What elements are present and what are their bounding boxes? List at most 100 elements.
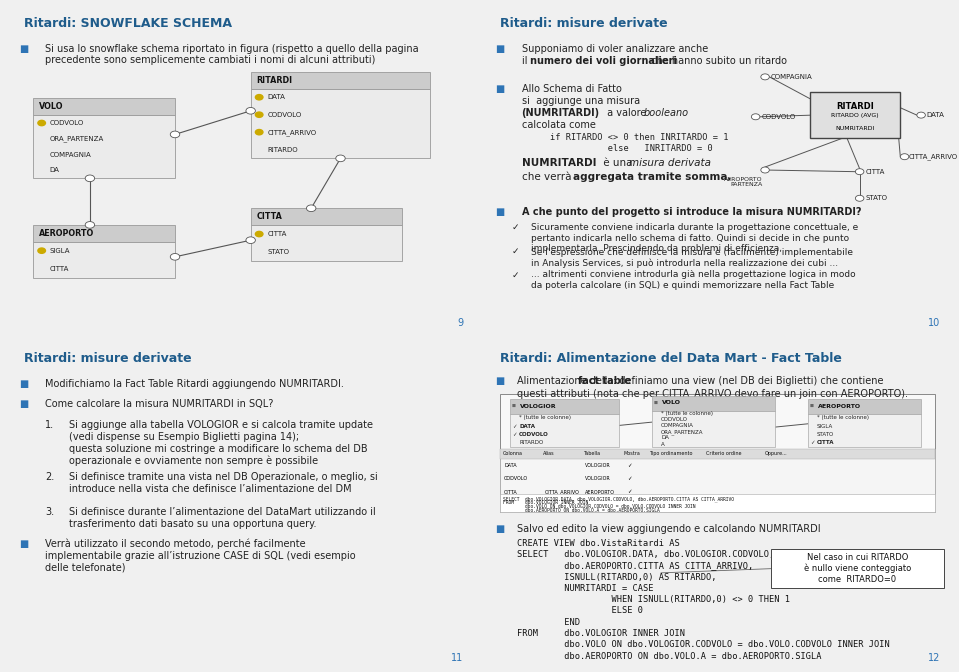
Text: if RITARDO <> 0 then INRITARDO = 1: if RITARDO <> 0 then INRITARDO = 1 xyxy=(528,133,728,142)
Text: dbo.VOLO ON dbo.VOLOGIOR.CODVOLO = dbo.VOLO.CODVOLO INNER JOIN: dbo.VOLO ON dbo.VOLOGIOR.CODVOLO = dbo.V… xyxy=(503,504,695,509)
Circle shape xyxy=(85,222,95,228)
Text: 10: 10 xyxy=(927,318,940,328)
Text: RITARDI: RITARDI xyxy=(836,102,874,111)
Text: STATO: STATO xyxy=(865,196,887,202)
Text: RITARDO: RITARDO xyxy=(519,440,544,446)
Text: DATA: DATA xyxy=(519,424,535,429)
Text: Si usa lo snowflake schema riportato in figura (rispetto a quello della pagina
p: Si usa lo snowflake schema riportato in … xyxy=(45,44,419,65)
Text: Ritardi: misure derivate: Ritardi: misure derivate xyxy=(24,352,192,366)
FancyBboxPatch shape xyxy=(250,89,431,159)
Text: Supponiamo di voler analizzare anche: Supponiamo di voler analizzare anche xyxy=(522,44,708,54)
Text: COMPAGNIA: COMPAGNIA xyxy=(661,423,694,428)
Text: Allo Schema di Fatto: Allo Schema di Fatto xyxy=(522,83,621,93)
Text: fact table: fact table xyxy=(578,376,631,386)
Circle shape xyxy=(246,237,255,243)
Text: Verrà utilizzato il secondo metodo, perché facilmente
implementabile grazie all’: Verrà utilizzato il secondo metodo, perc… xyxy=(45,538,356,573)
Circle shape xyxy=(171,253,179,260)
Text: DATA: DATA xyxy=(268,94,285,100)
Text: Salvo ed edito la view aggiungendo e calcolando NUMRITARDI: Salvo ed edito la view aggiungendo e cal… xyxy=(517,523,821,534)
Text: ORA_PARTENZA: ORA_PARTENZA xyxy=(661,429,704,435)
Text: ■: ■ xyxy=(810,404,814,408)
Text: AEROPORTO
PARTENZA: AEROPORTO PARTENZA xyxy=(724,177,762,187)
Text: VOLOGIOR: VOLOGIOR xyxy=(585,476,611,481)
Text: CITTA: CITTA xyxy=(50,266,69,272)
Text: AEROPORTO: AEROPORTO xyxy=(818,404,861,409)
Text: ■: ■ xyxy=(19,44,28,54)
Text: END: END xyxy=(517,618,580,627)
Text: Alimentazione della: Alimentazione della xyxy=(517,376,617,386)
Text: DA: DA xyxy=(661,435,669,440)
Text: Si definisce tramite una vista nel DB Operazionale, o meglio, si
introduce nella: Si definisce tramite una vista nel DB Op… xyxy=(69,472,378,494)
Circle shape xyxy=(751,114,760,120)
Text: RITARDO (AVG): RITARDO (AVG) xyxy=(831,113,878,118)
Text: CITTA: CITTA xyxy=(865,169,885,175)
FancyBboxPatch shape xyxy=(501,449,935,512)
Circle shape xyxy=(255,112,263,118)
Text: che verrà: che verrà xyxy=(522,171,574,181)
Text: COMPAGNIA: COMPAGNIA xyxy=(50,152,91,158)
Text: Come calcolare la misura NUMRITARDI in SQL?: Come calcolare la misura NUMRITARDI in S… xyxy=(45,399,273,409)
Circle shape xyxy=(255,95,263,100)
Circle shape xyxy=(38,120,45,126)
Text: dbo.AEROPORTO ON dbo.VOLO.A = dbo.AEROPORTO.SIGLA: dbo.AEROPORTO ON dbo.VOLO.A = dbo.AEROPO… xyxy=(517,652,821,661)
Text: : definiamo una view (nel DB dei Biglietti) che contiene: : definiamo una view (nel DB dei Bigliet… xyxy=(613,376,883,386)
Text: aggregata tramite somma.: aggregata tramite somma. xyxy=(573,171,731,181)
Text: ■: ■ xyxy=(512,404,516,408)
Text: AEROPORTO: AEROPORTO xyxy=(38,228,94,238)
FancyBboxPatch shape xyxy=(807,399,921,414)
Text: SELECT   dbo.VOLOGIOR.DATA, dbo.VOLOGIOR.CODVOLO,: SELECT dbo.VOLOGIOR.DATA, dbo.VOLOGIOR.C… xyxy=(517,550,774,559)
Text: è una: è una xyxy=(599,159,636,169)
Text: FROM    dbo.VOLOGIOR INNER JOIN: FROM dbo.VOLOGIOR INNER JOIN xyxy=(503,501,588,505)
Text: (NUMRITARDI): (NUMRITARDI) xyxy=(522,108,599,118)
Text: dbo.AEROPORTO ON dbo.VOLO.A = dbo.AEROPORTO.SIGLA: dbo.AEROPORTO ON dbo.VOLO.A = dbo.AEROPO… xyxy=(503,508,660,513)
FancyBboxPatch shape xyxy=(250,225,402,261)
Text: DATA: DATA xyxy=(926,112,945,118)
FancyBboxPatch shape xyxy=(807,414,921,447)
Text: ELSE 0: ELSE 0 xyxy=(517,606,643,616)
Text: Si definisce durante l’alimentazione del DataMart utilizzando il
trasferimento d: Si definisce durante l’alimentazione del… xyxy=(69,507,375,529)
Text: RITARDI: RITARDI xyxy=(256,76,292,85)
Text: Mostra: Mostra xyxy=(623,452,640,456)
Text: CODVOLO: CODVOLO xyxy=(519,432,549,437)
Text: DATA: DATA xyxy=(504,463,517,468)
Circle shape xyxy=(855,169,864,175)
Text: ✓: ✓ xyxy=(512,247,520,256)
Text: Modifichiamo la Fact Table Ritardi aggiungendo NUMRITARDI.: Modifichiamo la Fact Table Ritardi aggiu… xyxy=(45,379,344,389)
Text: AEROPORTO: AEROPORTO xyxy=(585,489,616,495)
Text: CODVOLO: CODVOLO xyxy=(761,114,796,120)
Text: WHEN ISNULL(RITARDO,0) <> 0 THEN 1: WHEN ISNULL(RITARDO,0) <> 0 THEN 1 xyxy=(517,595,790,604)
Text: * (tutte le colonne): * (tutte le colonne) xyxy=(817,415,869,421)
FancyBboxPatch shape xyxy=(810,92,900,138)
Text: CITTA_ARRIVO: CITTA_ARRIVO xyxy=(908,153,957,160)
Text: 12: 12 xyxy=(927,653,940,663)
FancyBboxPatch shape xyxy=(34,99,175,115)
Text: CODVOLO: CODVOLO xyxy=(504,476,528,481)
Circle shape xyxy=(171,131,179,138)
Text: ■: ■ xyxy=(19,399,28,409)
FancyBboxPatch shape xyxy=(510,399,619,414)
Circle shape xyxy=(246,108,255,114)
Text: CITTA: CITTA xyxy=(256,212,282,221)
Text: misura derivata: misura derivata xyxy=(629,159,712,169)
Text: SIGLA: SIGLA xyxy=(50,248,70,253)
Text: booleano: booleano xyxy=(643,108,689,118)
Text: 11: 11 xyxy=(451,653,463,663)
Text: 9: 9 xyxy=(457,318,463,328)
Circle shape xyxy=(85,175,95,181)
Text: Si aggiunge alla tabella VOLOGIOR e si calcola tramite update
(vedi dispense su : Si aggiunge alla tabella VOLOGIOR e si c… xyxy=(69,421,373,466)
Text: COMPAGNIA: COMPAGNIA xyxy=(771,74,812,80)
Text: CREATE VIEW dbo.VistaRitardi AS: CREATE VIEW dbo.VistaRitardi AS xyxy=(517,538,680,548)
Text: ■: ■ xyxy=(496,206,504,216)
Text: CODVOLO: CODVOLO xyxy=(50,120,84,126)
Text: ✓: ✓ xyxy=(627,489,632,495)
Text: SELECT  dbo.VOLOGIOR.DATA, dbo.VOLOGIOR.CODVOLO, dbo.AEROPORTO.CITTA AS CITTA_AR: SELECT dbo.VOLOGIOR.DATA, dbo.VOLOGIOR.C… xyxy=(503,497,734,502)
Text: NUMRITARDI = CASE: NUMRITARDI = CASE xyxy=(517,584,653,593)
Text: CITTA_ARRIVO: CITTA_ARRIVO xyxy=(546,489,580,495)
Text: ✓: ✓ xyxy=(512,424,517,429)
Text: CITTA_ARRIVO: CITTA_ARRIVO xyxy=(268,129,316,136)
Circle shape xyxy=(38,248,45,253)
Text: ORA_PARTENZA: ORA_PARTENZA xyxy=(50,136,104,142)
Circle shape xyxy=(255,130,263,135)
Circle shape xyxy=(901,154,909,160)
Text: si  aggiunge una misura: si aggiunge una misura xyxy=(522,96,640,106)
